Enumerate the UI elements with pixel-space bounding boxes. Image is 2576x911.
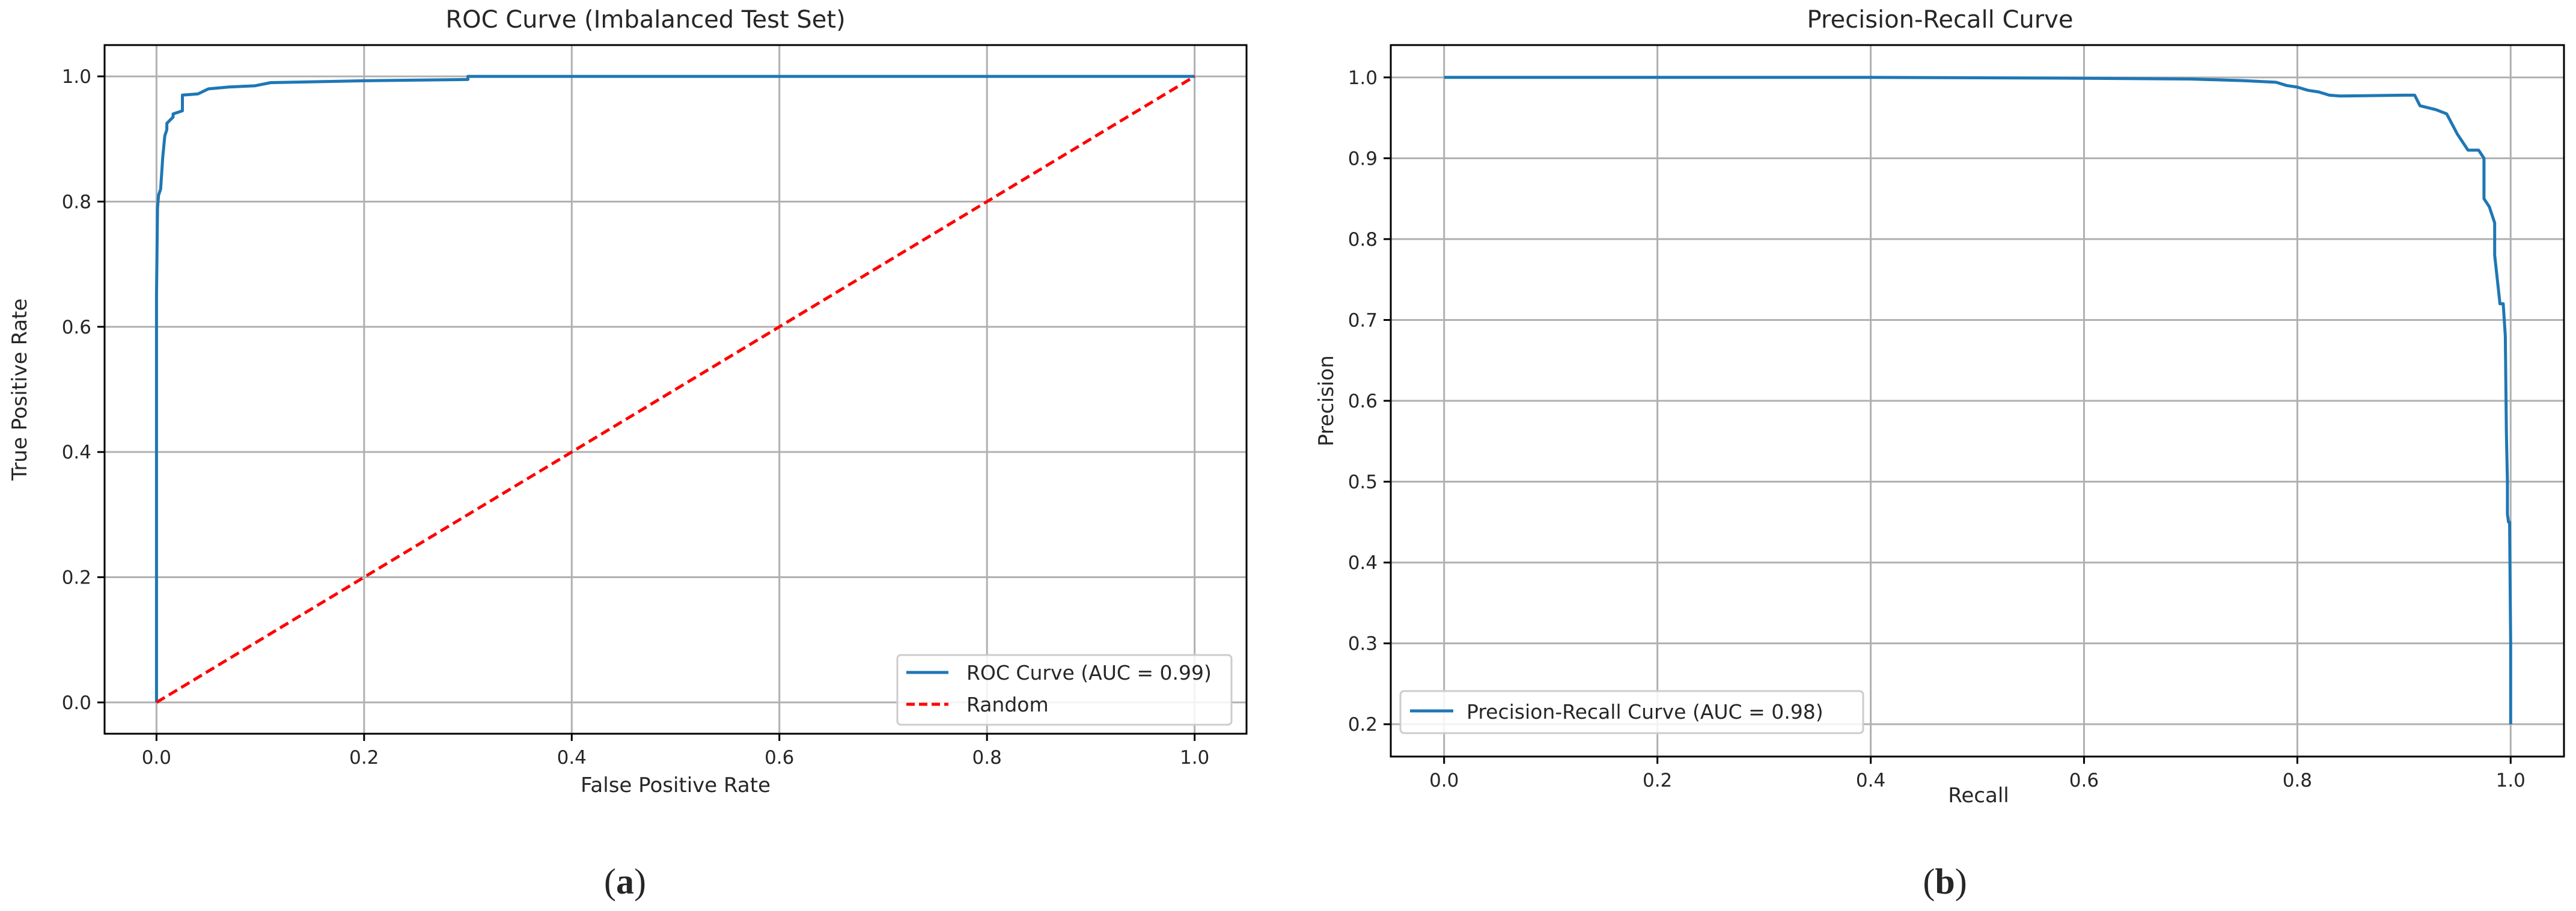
pr-panel-caption: (b) bbox=[1923, 862, 1967, 901]
pr-x-tick-label: 0.8 bbox=[2283, 770, 2312, 791]
roc-y-axis-label: True Positive Rate bbox=[8, 299, 32, 481]
roc-legend: ROC Curve (AUC = 0.99) Random bbox=[896, 654, 1233, 726]
pr-y-tick-label: 0.9 bbox=[1348, 148, 1378, 169]
pr-y-tick-label: 0.6 bbox=[1348, 391, 1378, 412]
roc-y-tick-label: 0.6 bbox=[62, 317, 91, 338]
roc-series-line-curve bbox=[154, 75, 1195, 702]
pr-y-axis-label: Precision bbox=[1314, 355, 1338, 446]
roc-x-tick-label: 0.4 bbox=[557, 747, 587, 769]
roc-chart-title: ROC Curve (Imbalanced Test Set) bbox=[445, 6, 845, 34]
pr-series-line-curve bbox=[1444, 76, 2512, 725]
pr-chart-panel: Precision-Recall Curve 0.0 0.2 0.4 0.6 0.8 1.… bbox=[1314, 6, 2565, 901]
pr-y-tick-label: 0.2 bbox=[1348, 714, 1378, 736]
pr-legend-label-curve: Precision-Recall Curve (AUC = 0.98) bbox=[1467, 700, 1824, 724]
roc-plot-frame bbox=[103, 44, 1248, 735]
pr-chart-title: Precision-Recall Curve bbox=[1807, 6, 2074, 34]
roc-x-axis-label: False Positive Rate bbox=[581, 773, 771, 797]
roc-ticks: 0.0 0.2 0.4 0.6 0.8 1.0 0.0 0.2 0.4 0.6 0.8 1.0 bbox=[62, 66, 1210, 769]
pr-y-tick-label: 0.4 bbox=[1348, 552, 1378, 574]
pr-y-tick-label: 0.7 bbox=[1348, 309, 1378, 331]
pr-x-tick-label: 0.4 bbox=[1856, 770, 1885, 791]
pr-x-tick-label: 0.6 bbox=[2069, 770, 2099, 791]
roc-chart-panel: ROC Curve (Imbalanced Test Set) 0.0 0.2 0.… bbox=[8, 6, 1248, 901]
roc-panel-letter: a bbox=[616, 862, 634, 901]
roc-legend-box bbox=[896, 654, 1233, 726]
roc-grid bbox=[105, 45, 1247, 734]
roc-x-tick-label: 1.0 bbox=[1180, 747, 1209, 769]
pr-x-tick-label: 0.0 bbox=[1429, 770, 1459, 791]
roc-legend-label-random: Random bbox=[966, 693, 1049, 716]
pr-plot-frame bbox=[1390, 44, 2565, 758]
pr-panel-letter: b bbox=[1935, 862, 1955, 901]
roc-series-line-random bbox=[156, 75, 1195, 704]
pr-legend-box bbox=[1399, 690, 1864, 734]
roc-legend-label-curve: ROC Curve (AUC = 0.99) bbox=[966, 661, 1212, 684]
pr-y-tick-label: 0.3 bbox=[1348, 633, 1378, 655]
roc-y-tick-label: 0.0 bbox=[62, 692, 91, 714]
roc-y-tick-label: 0.8 bbox=[62, 191, 91, 213]
roc-x-tick-label: 0.0 bbox=[142, 747, 171, 769]
roc-y-tick-label: 0.2 bbox=[62, 567, 91, 589]
pr-ticks: 0.0 0.2 0.4 0.6 0.8 1.0 0.2 0.3 0.4 0.5 0.6 0.7 0.8 0… bbox=[1348, 67, 2526, 791]
pr-series bbox=[1444, 76, 2512, 725]
pr-x-tick-label: 1.0 bbox=[2496, 770, 2526, 791]
pr-y-tick-label: 1.0 bbox=[1348, 67, 1378, 89]
pr-x-axis-label: Recall bbox=[1948, 784, 2009, 808]
pr-legend: Precision-Recall Curve (AUC = 0.98) bbox=[1399, 690, 1864, 734]
roc-panel-caption: (a) bbox=[604, 862, 646, 901]
roc-y-tick-label: 1.0 bbox=[62, 66, 91, 88]
pr-grid bbox=[1391, 45, 2564, 757]
roc-x-tick-label: 0.6 bbox=[765, 747, 794, 769]
pr-x-tick-label: 0.2 bbox=[1643, 770, 1672, 791]
roc-x-tick-label: 0.8 bbox=[972, 747, 1002, 769]
pr-y-tick-label: 0.8 bbox=[1348, 229, 1378, 251]
roc-y-tick-label: 0.4 bbox=[62, 442, 91, 463]
roc-x-tick-label: 0.2 bbox=[349, 747, 379, 769]
roc-series bbox=[154, 75, 1195, 704]
pr-y-tick-label: 0.5 bbox=[1348, 472, 1378, 493]
